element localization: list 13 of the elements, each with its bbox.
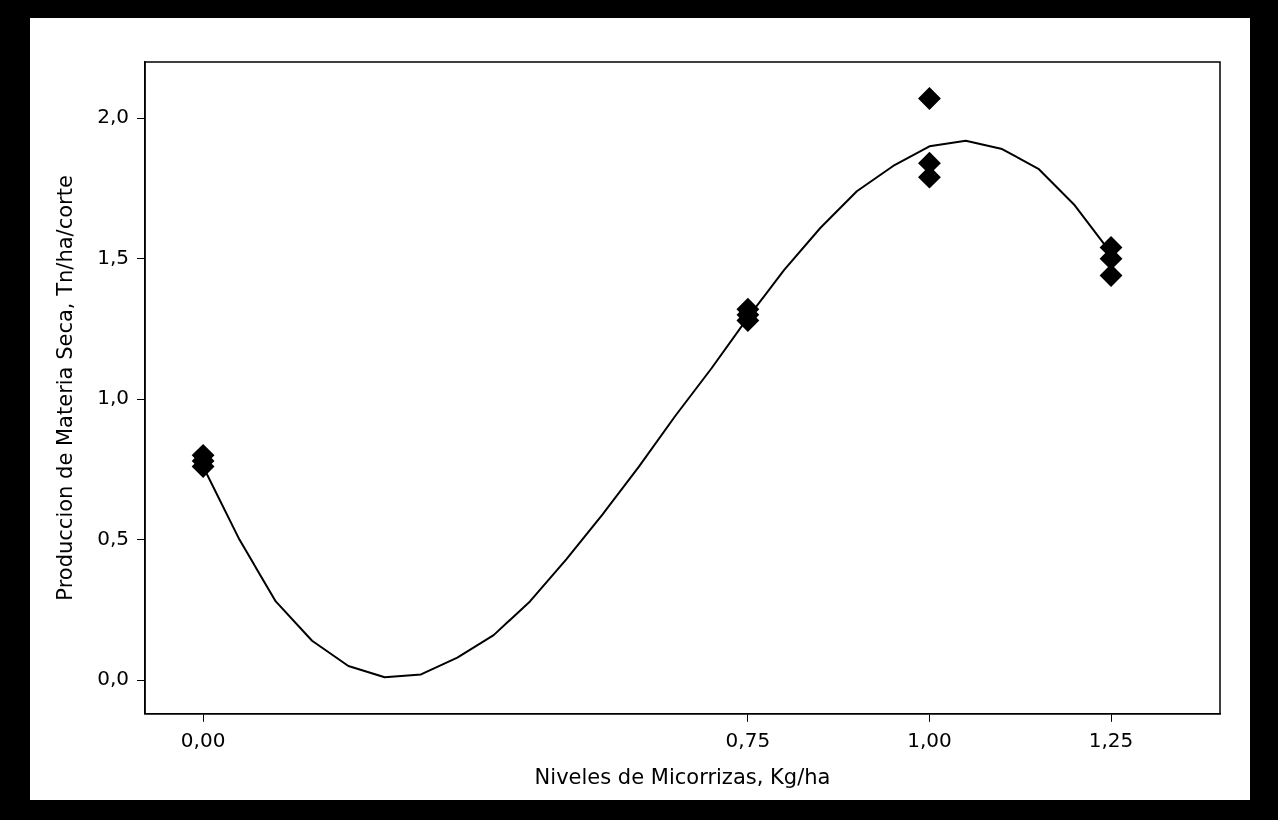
point (918, 87, 941, 110)
y-axis-title: Produccion de Materia Seca, Tn/ha/corte (53, 175, 78, 601)
y-tick-label: 0,0 (97, 666, 130, 691)
y-tick-label: 2,0 (97, 104, 130, 129)
x-tick-label: 1,25 (1088, 728, 1134, 752)
x-tick-label: 1,00 (907, 728, 952, 752)
y-tick-label: 1,5 (97, 244, 130, 269)
point (1100, 264, 1123, 287)
x-axis-title: Niveles de Micorrizas, Kg/ha (534, 764, 831, 789)
x-tick-label: 0,00 (180, 728, 226, 752)
y-tick-label: 1,0 (97, 385, 130, 410)
y-tick-label: 0,5 (97, 525, 130, 550)
x-tick-label: 0,75 (725, 728, 771, 752)
